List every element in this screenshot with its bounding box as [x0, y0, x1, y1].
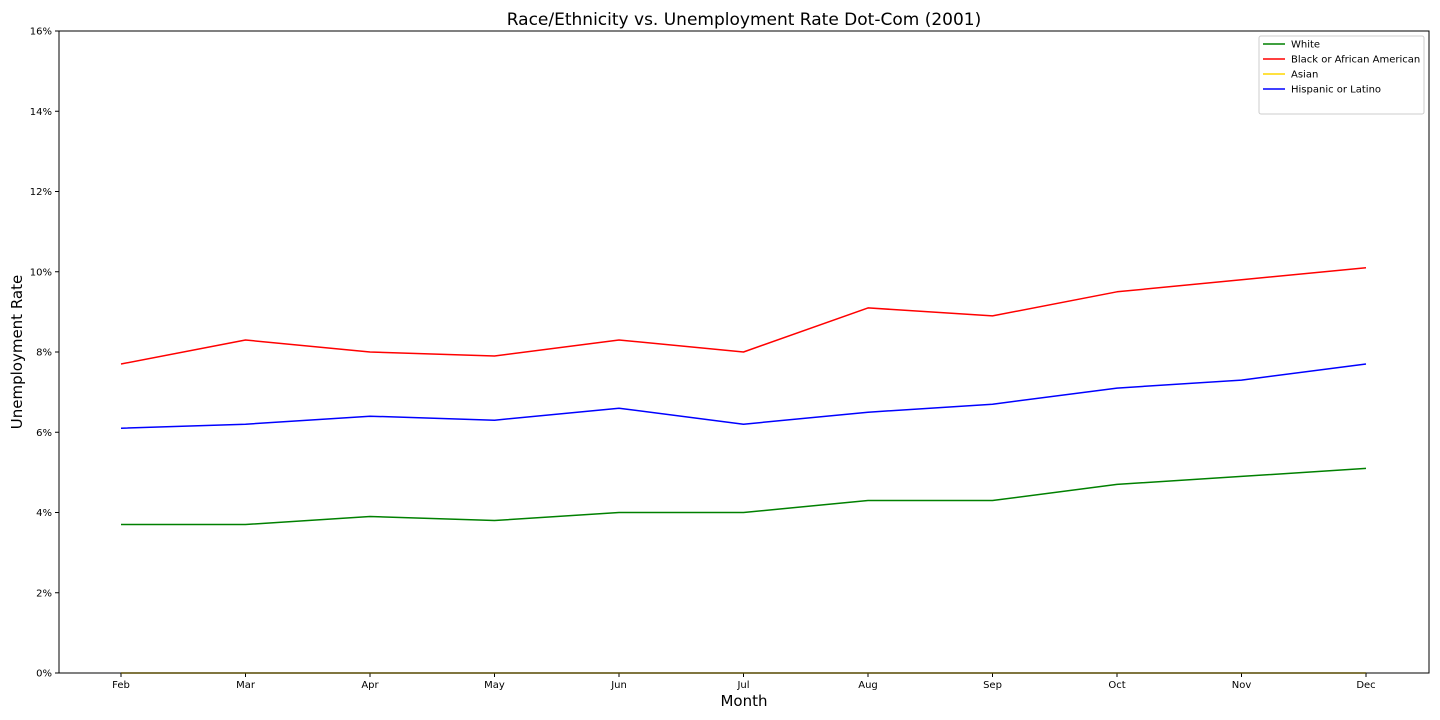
x-tick-label: Aug — [858, 680, 878, 691]
y-tick-label: 0% — [36, 669, 52, 680]
legend-label-hispanic-or-latino: Hispanic or Latino — [1291, 85, 1381, 96]
x-tick-label: Dec — [1356, 680, 1375, 691]
y-tick-label: 12% — [30, 187, 52, 198]
x-tick-label: Mar — [236, 680, 256, 691]
plot-area: 0% 2% 4% 6% 8% 10% 12% 14% 16% Feb Mar Apr May Jun Jul… — [30, 27, 1376, 692]
y-tick-label: 14% — [30, 107, 52, 118]
x-tick-label: Jul — [736, 680, 749, 691]
chart-title: Race/Ethnicity vs. Unemployment Rate Dot… — [507, 10, 982, 30]
legend-box — [1258, 35, 1425, 115]
x-axis-title: Month — [720, 692, 767, 710]
y-tick-label: 10% — [30, 267, 52, 278]
y-tick-label: 8% — [36, 348, 52, 359]
y-tick-label: 4% — [36, 508, 52, 519]
plot-frame — [58, 30, 1430, 674]
legend-label-asian: Asian — [1291, 70, 1318, 81]
y-tick-label: 6% — [36, 428, 52, 439]
x-tick-label: May — [484, 680, 505, 691]
y-tick-label: 16% — [30, 27, 52, 38]
series-line-black-or-african-american — [120, 266, 1367, 365]
x-tick-label: Feb — [112, 680, 130, 691]
x-tick-label: Sep — [983, 680, 1002, 691]
y-axis-title: Unemployment Rate — [8, 275, 26, 429]
series-line-white — [121, 467, 1367, 526]
series-line-hispanic-or-latino — [120, 363, 1367, 429]
x-tick-label: Apr — [361, 680, 379, 691]
legend: White Black or African American Asian Hispa… — [1258, 35, 1425, 115]
legend-label-black-or-african-american: Black or African American — [1291, 55, 1420, 66]
x-tick-label: Nov — [1232, 680, 1252, 691]
x-tick-label: Jun — [610, 680, 627, 691]
legend-label-white: White — [1291, 40, 1320, 51]
y-tick-label: 2% — [36, 588, 52, 599]
x-tick-label: Oct — [1108, 680, 1125, 691]
